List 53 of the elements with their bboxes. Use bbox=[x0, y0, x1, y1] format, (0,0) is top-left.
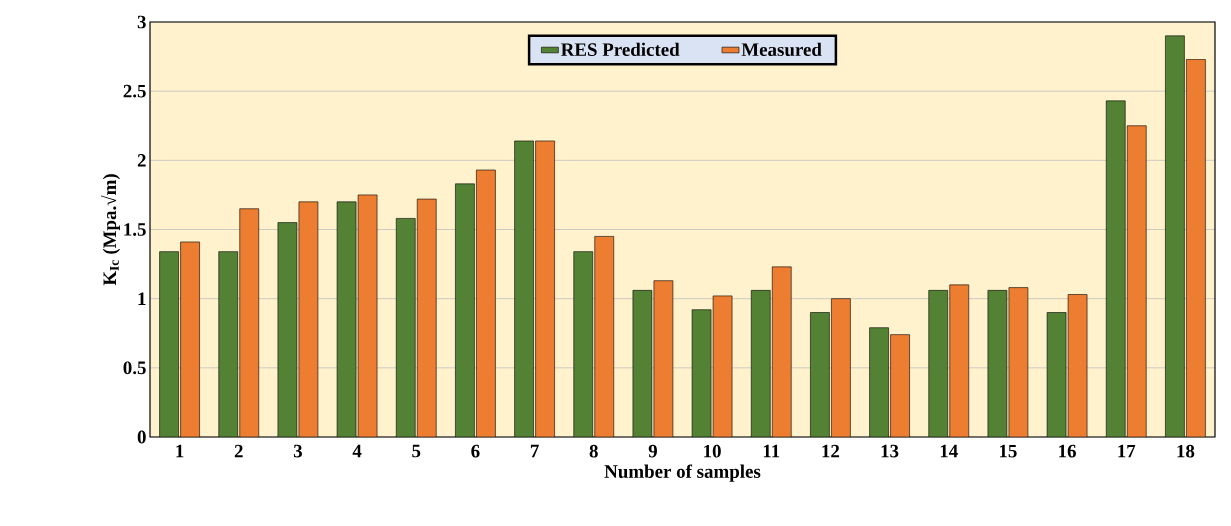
legend-label: Measured bbox=[741, 42, 822, 57]
bar bbox=[218, 251, 238, 437]
bar bbox=[573, 251, 593, 437]
x-tick-label: 2 bbox=[234, 444, 243, 458]
x-tick-label: 14 bbox=[940, 444, 958, 458]
x-tick-label: 8 bbox=[589, 444, 598, 458]
x-tick-label: 12 bbox=[822, 444, 840, 458]
bar bbox=[417, 199, 437, 437]
y-tick-label: 1.5 bbox=[124, 223, 146, 236]
x-tick-label: 10 bbox=[704, 444, 721, 458]
x-tick-label: 18 bbox=[1177, 444, 1195, 458]
bar bbox=[949, 284, 969, 437]
x-tick-label: 13 bbox=[881, 444, 899, 458]
legend-label: RES Predicted bbox=[561, 42, 680, 56]
x-axis-title: Number of samples bbox=[604, 464, 761, 482]
x-tick-label: 4 bbox=[352, 444, 362, 458]
bar bbox=[772, 266, 792, 437]
bar bbox=[869, 327, 889, 437]
y-tick-label: 3 bbox=[137, 15, 146, 29]
bar bbox=[396, 218, 416, 437]
y-tick-label: 1 bbox=[138, 292, 146, 305]
bar bbox=[1165, 35, 1185, 437]
x-tick-label: 7 bbox=[530, 444, 539, 458]
bar bbox=[159, 251, 179, 437]
bar bbox=[890, 334, 910, 437]
bar bbox=[928, 290, 948, 437]
x-tick-label: 15 bbox=[999, 444, 1017, 458]
x-tick-label: 5 bbox=[412, 444, 421, 458]
bar bbox=[476, 170, 496, 437]
bar bbox=[810, 312, 830, 437]
x-tick-label: 9 bbox=[648, 444, 657, 458]
bar bbox=[751, 290, 771, 437]
y-axis-title: K$_{Ic}$ (Mpa.√m) bbox=[100, 174, 120, 286]
bar bbox=[455, 183, 475, 437]
x-tick-label: 3 bbox=[293, 444, 302, 458]
x-tick-label: 6 bbox=[471, 444, 480, 458]
y-tick-label: 0.5 bbox=[123, 361, 146, 375]
y-tick-label: 2.5 bbox=[123, 84, 146, 98]
bar bbox=[239, 208, 259, 437]
x-tick-label: 16 bbox=[1059, 444, 1076, 458]
y-tick-label: 2 bbox=[137, 154, 146, 167]
bar bbox=[1127, 125, 1147, 437]
bar bbox=[1106, 100, 1126, 437]
bar bbox=[594, 236, 614, 437]
bar bbox=[1186, 59, 1206, 437]
x-tick-label: 17 bbox=[1118, 444, 1136, 458]
x-tick-label: 11 bbox=[763, 444, 780, 458]
x-tick-label: 1 bbox=[176, 444, 184, 458]
bar bbox=[180, 241, 200, 437]
bar bbox=[514, 140, 534, 437]
y-tick-label: 0 bbox=[137, 430, 146, 444]
bar bbox=[831, 298, 851, 437]
bar bbox=[535, 140, 555, 437]
